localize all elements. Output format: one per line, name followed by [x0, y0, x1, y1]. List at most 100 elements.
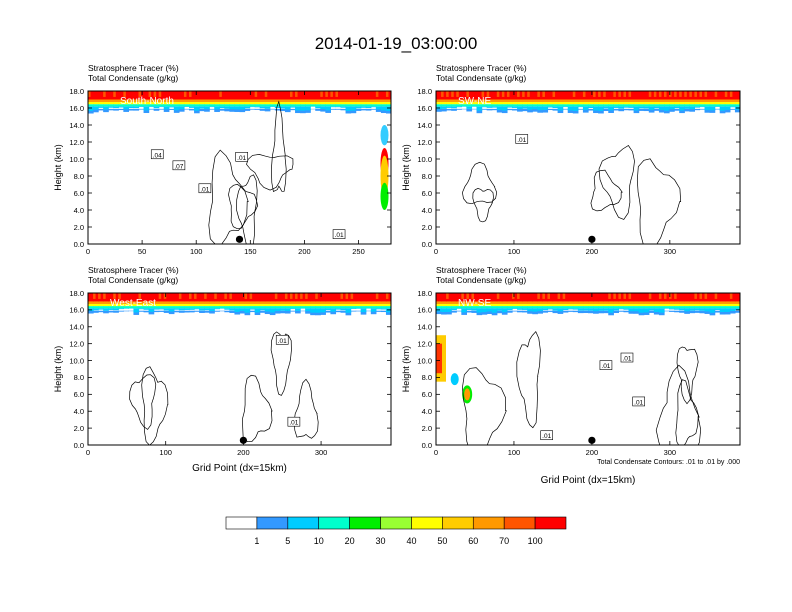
tracer-cell — [456, 306, 462, 309]
tracer-cell — [598, 102, 604, 105]
tracer-cell — [153, 308, 160, 310]
tracer-cell — [340, 106, 347, 108]
tracer-cell — [496, 91, 500, 97]
tracer-cell — [648, 308, 655, 311]
tracer-cell — [704, 308, 711, 312]
tracer-cell — [547, 308, 554, 310]
tracer-cell — [562, 106, 569, 108]
tracer-cell — [471, 104, 478, 107]
tracer-cell — [133, 99, 140, 103]
tracer-cell — [330, 293, 337, 302]
tracer-cell — [506, 91, 513, 100]
tracer-cell — [214, 91, 220, 100]
tracer-cell — [628, 306, 635, 309]
tracer-cell — [123, 99, 129, 103]
tracer-cell — [582, 99, 589, 103]
tracer-cell — [557, 306, 564, 309]
y-tick-label: 14.0 — [417, 323, 432, 332]
tracer-cell — [719, 301, 726, 304]
tracer-cell — [603, 91, 606, 97]
contour-label: .01 — [200, 186, 209, 193]
tracer-cell — [512, 308, 518, 309]
tracer-cell — [664, 303, 670, 307]
colorbar-label: 30 — [376, 536, 386, 546]
tracer-cell — [724, 99, 731, 103]
tracer-cell — [168, 108, 175, 110]
tracer-cell — [93, 308, 99, 311]
y-tick-label: 14.0 — [69, 323, 84, 332]
tracer-cell — [653, 108, 660, 111]
tracer-cell — [163, 102, 170, 105]
tracer-cell — [244, 106, 251, 109]
tracer-cell — [441, 293, 447, 302]
tracer-cell — [557, 104, 564, 107]
tracer-cell — [340, 293, 347, 302]
tracer-cell — [496, 91, 503, 100]
tracer-cell — [572, 91, 576, 97]
tracer-cell — [98, 293, 101, 299]
tracer-cell — [234, 106, 241, 110]
tracer-cell — [330, 308, 337, 312]
tracer-cell — [153, 102, 160, 105]
tracer-cell — [466, 102, 473, 105]
tracer-cell — [653, 303, 660, 307]
tracer-cell — [658, 301, 665, 304]
tracer-cell — [259, 303, 266, 307]
tracer-cell — [189, 102, 195, 105]
tracer-cell — [628, 308, 635, 312]
tracer-cell — [598, 303, 604, 307]
tracer-cell — [689, 108, 695, 112]
tracer-cell — [714, 310, 721, 313]
tracer-cell — [229, 108, 236, 112]
tracer-cell — [350, 106, 357, 111]
tracer-cell — [704, 303, 711, 307]
tracer-cell — [128, 293, 135, 302]
tracer-cell — [714, 108, 721, 110]
tracer-cell — [113, 310, 119, 313]
tracer-cell — [88, 91, 94, 100]
tracer-cell — [709, 104, 716, 107]
tracer-cell — [618, 293, 621, 299]
tracer-cell — [350, 102, 357, 105]
tracer-cell — [93, 108, 99, 113]
tracer-cell — [315, 106, 321, 109]
tracer-cell — [138, 99, 145, 103]
tracer-cell — [295, 104, 301, 107]
tracer-cell — [729, 306, 736, 309]
tracer-cell — [633, 91, 640, 100]
tracer-cell — [279, 306, 286, 309]
tracer-intrusion — [380, 125, 389, 146]
tracer-cell — [199, 308, 205, 311]
tracer-cell — [547, 303, 554, 307]
tracer-cell — [532, 308, 538, 312]
tracer-cell — [310, 310, 316, 316]
tracer-cell — [532, 310, 538, 315]
tracer-cell — [506, 301, 513, 304]
tracer-cell — [345, 308, 352, 313]
tracer-cell — [709, 301, 716, 304]
tracer-cell — [491, 306, 498, 309]
tracer-cell — [360, 104, 367, 107]
tracer-cell — [118, 308, 124, 310]
tracer-cell — [603, 308, 609, 311]
tracer-cell — [729, 91, 736, 100]
tracer-cell — [153, 108, 160, 111]
tracer-cell — [355, 102, 362, 105]
tracer-cell — [512, 99, 518, 103]
colorbar-swatch — [472, 516, 505, 530]
tracer-cell — [194, 108, 200, 114]
tracer-cell — [593, 104, 599, 107]
tracer-cell — [284, 303, 291, 307]
tracer-cell — [133, 293, 140, 302]
tracer-cell — [93, 104, 99, 107]
tracer-cell — [355, 99, 362, 103]
tracer-cell — [229, 308, 236, 311]
tracer-cell — [295, 301, 301, 304]
tracer-cell — [709, 102, 716, 105]
tracer-cell — [699, 91, 702, 97]
tracer-cell — [108, 293, 114, 302]
tracer-cell — [325, 293, 331, 302]
tracer-cell — [168, 91, 175, 100]
tracer-cell — [325, 91, 331, 100]
tracer-cell — [199, 91, 205, 100]
